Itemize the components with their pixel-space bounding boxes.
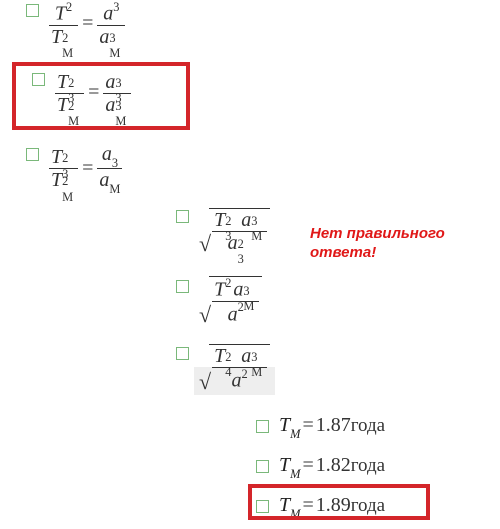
checkbox[interactable] [26,148,39,161]
option-row-6: TM=1.87года [256,415,385,438]
option-row-7: TM=1.82года [256,455,385,478]
formula: T23T2M=a3aM [49,144,122,194]
formula: √T2a3Ma2 [199,276,262,324]
formula: √T24a3Ma2 [199,344,270,391]
formula: TM=1.87года [279,415,385,438]
checkbox[interactable] [256,460,269,473]
checkbox[interactable] [176,280,189,293]
option-row-2: T23T2M=a3aM [26,144,122,194]
note-line2: ответа! [310,244,376,261]
checkbox[interactable] [176,347,189,360]
formula: √T23a3Ma23 [199,208,270,253]
option-row-0: T2T2M=a3a3M [26,2,125,47]
annotation-note: Нет правильного ответа! [310,225,445,263]
checkbox[interactable] [256,420,269,433]
note-line1: Нет правильного [310,225,445,242]
option-row-5: √T24a3Ma2 [176,344,270,391]
highlight-box-1 [248,484,430,520]
highlight-box-0 [12,62,190,130]
formula: TM=1.82года [279,455,385,478]
option-row-3: √T23a3Ma23 [176,208,270,253]
checkbox[interactable] [26,4,39,17]
option-row-4: √T2a3Ma2 [176,276,262,324]
formula: T2T2M=a3a3M [49,2,125,47]
checkbox[interactable] [176,210,189,223]
